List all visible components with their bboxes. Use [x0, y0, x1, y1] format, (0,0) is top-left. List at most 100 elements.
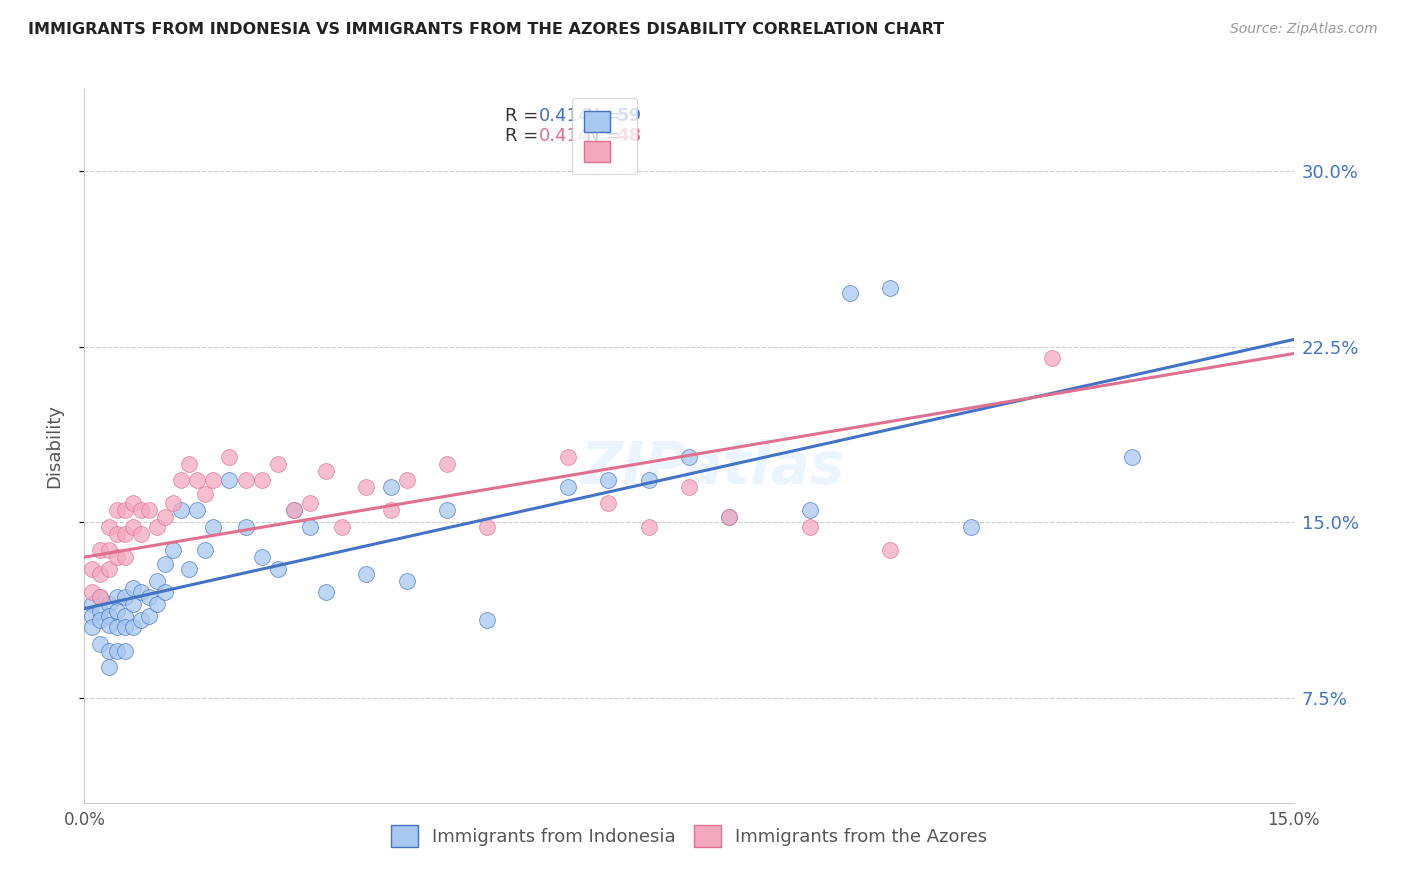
Point — [718, 510, 741, 524]
Point — [436, 457, 458, 471]
Point — [1040, 351, 1063, 366]
Point — [799, 503, 821, 517]
Point — [97, 562, 120, 576]
Point — [162, 543, 184, 558]
Point — [114, 550, 136, 565]
Text: 0.414: 0.414 — [538, 127, 591, 145]
Point — [299, 496, 322, 510]
Point — [202, 519, 225, 533]
Point — [97, 597, 120, 611]
Point — [839, 285, 862, 300]
Point — [879, 543, 901, 558]
Point — [97, 618, 120, 632]
Point — [356, 480, 378, 494]
Point — [129, 585, 152, 599]
Point — [89, 543, 111, 558]
Point — [82, 562, 104, 576]
Point — [114, 620, 136, 634]
Point — [235, 473, 257, 487]
Point — [97, 543, 120, 558]
Point — [186, 473, 208, 487]
Point — [330, 519, 353, 533]
Point — [82, 608, 104, 623]
Point — [186, 503, 208, 517]
Point — [114, 590, 136, 604]
Point — [129, 613, 152, 627]
Point — [235, 519, 257, 533]
Point — [315, 585, 337, 599]
Point — [82, 597, 104, 611]
Point — [395, 473, 418, 487]
Point — [105, 550, 128, 565]
Point — [121, 519, 143, 533]
Point — [179, 562, 201, 576]
Point — [557, 480, 579, 494]
Point — [105, 620, 128, 634]
Point — [678, 480, 700, 494]
Point — [153, 557, 176, 571]
Text: ZIPatlas: ZIPatlas — [581, 439, 845, 496]
Point — [250, 550, 273, 565]
Point — [121, 620, 143, 634]
Point — [477, 519, 499, 533]
Point — [170, 503, 193, 517]
Point — [138, 608, 160, 623]
Text: N =: N = — [586, 127, 626, 145]
Point — [89, 566, 111, 581]
Text: R =: R = — [505, 127, 544, 145]
Point — [89, 590, 111, 604]
Point — [218, 450, 240, 464]
Point — [395, 574, 418, 588]
Point — [194, 487, 217, 501]
Point — [97, 660, 120, 674]
Point — [114, 503, 136, 517]
Point — [146, 519, 169, 533]
Point — [598, 473, 620, 487]
Point — [105, 590, 128, 604]
Point — [89, 590, 111, 604]
Point — [153, 585, 176, 599]
Point — [114, 608, 136, 623]
Point — [380, 503, 402, 517]
Text: 48: 48 — [616, 127, 641, 145]
Point — [436, 503, 458, 517]
Point — [97, 608, 120, 623]
Point — [138, 503, 160, 517]
Point — [718, 510, 741, 524]
Point — [153, 510, 176, 524]
Point — [598, 496, 620, 510]
Point — [557, 450, 579, 464]
Text: R =: R = — [505, 107, 544, 125]
Point — [105, 526, 128, 541]
Point — [129, 526, 152, 541]
Point — [356, 566, 378, 581]
Point — [637, 519, 659, 533]
Text: Source: ZipAtlas.com: Source: ZipAtlas.com — [1230, 22, 1378, 37]
Point — [105, 644, 128, 658]
Point — [97, 644, 120, 658]
Point — [678, 450, 700, 464]
Point — [179, 457, 201, 471]
Text: 0.414: 0.414 — [538, 107, 591, 125]
Point — [477, 613, 499, 627]
Point — [267, 457, 290, 471]
Point — [637, 473, 659, 487]
Point — [146, 597, 169, 611]
Point — [162, 496, 184, 510]
Point — [799, 519, 821, 533]
Point — [138, 590, 160, 604]
Point — [105, 503, 128, 517]
Point — [1121, 450, 1143, 464]
Point — [114, 644, 136, 658]
Point — [283, 503, 305, 517]
Point — [114, 526, 136, 541]
Point — [170, 473, 193, 487]
Point — [97, 519, 120, 533]
Point — [250, 473, 273, 487]
Point — [194, 543, 217, 558]
Point — [267, 562, 290, 576]
Point — [299, 519, 322, 533]
Point — [129, 503, 152, 517]
Text: IMMIGRANTS FROM INDONESIA VS IMMIGRANTS FROM THE AZORES DISABILITY CORRELATION C: IMMIGRANTS FROM INDONESIA VS IMMIGRANTS … — [28, 22, 945, 37]
Point — [146, 574, 169, 588]
